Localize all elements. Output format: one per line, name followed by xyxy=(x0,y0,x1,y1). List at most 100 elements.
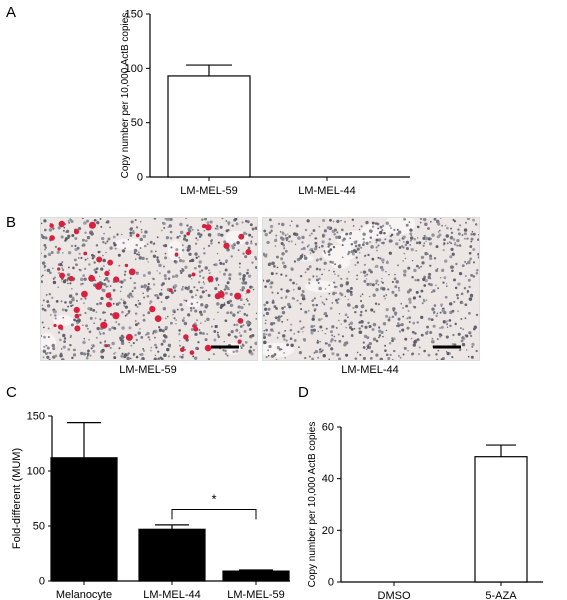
nucleus xyxy=(244,255,248,259)
nucleus xyxy=(78,268,81,271)
nucleus xyxy=(302,337,307,342)
nucleus xyxy=(42,356,45,359)
nucleus xyxy=(263,329,266,332)
nucleus xyxy=(387,288,390,291)
nucleus xyxy=(439,311,442,314)
nucleus xyxy=(204,338,208,342)
nucleus xyxy=(67,250,72,255)
nucleus xyxy=(272,354,276,357)
nucleus xyxy=(311,317,315,321)
nucleus xyxy=(137,331,141,335)
nucleus xyxy=(409,236,414,240)
nucleus xyxy=(343,319,347,323)
nucleus xyxy=(443,259,448,263)
nucleus xyxy=(345,353,349,357)
nucleus xyxy=(418,295,422,298)
nucleus xyxy=(84,267,87,271)
nucleus xyxy=(283,338,286,341)
nucleus xyxy=(173,355,176,358)
nucleus xyxy=(450,231,454,235)
nucleus xyxy=(48,228,53,232)
nucleus xyxy=(335,326,338,329)
nucleus xyxy=(236,311,240,314)
stained-cell xyxy=(124,263,129,268)
nucleus xyxy=(315,245,318,248)
nucleus xyxy=(173,284,178,288)
nucleus xyxy=(99,302,102,305)
nucleus xyxy=(302,291,305,294)
nucleus xyxy=(300,327,303,330)
bar-lm-mel-59 xyxy=(222,570,290,582)
nucleus xyxy=(450,227,453,230)
nucleus xyxy=(439,333,441,335)
nucleus xyxy=(391,358,394,360)
nucleus xyxy=(315,278,319,282)
nucleus xyxy=(223,240,227,244)
tissue-space xyxy=(118,238,146,251)
nucleus xyxy=(272,299,275,302)
nucleus xyxy=(407,309,410,313)
nucleus xyxy=(408,300,412,304)
micrograph-caption-left: LM-MEL-59 xyxy=(119,364,177,376)
nucleus xyxy=(249,223,253,227)
nucleus xyxy=(430,237,433,240)
nucleus xyxy=(290,323,293,326)
stained-cell xyxy=(83,251,88,256)
nucleus xyxy=(400,322,404,327)
nucleus xyxy=(97,250,101,254)
nucleus xyxy=(112,288,116,292)
nucleus xyxy=(198,329,201,331)
nucleus xyxy=(465,334,469,338)
nucleus xyxy=(229,303,234,308)
stained-cell xyxy=(105,292,112,299)
nucleus xyxy=(194,332,198,336)
nucleus xyxy=(349,321,354,326)
nucleus xyxy=(237,249,240,252)
nucleus xyxy=(62,316,65,319)
nucleus xyxy=(154,354,157,357)
nucleus xyxy=(349,293,353,296)
nucleus xyxy=(391,280,394,283)
nucleus xyxy=(150,288,152,290)
nucleus xyxy=(179,222,183,227)
nucleus xyxy=(437,349,440,352)
nucleus xyxy=(442,320,447,324)
nucleus xyxy=(418,339,420,341)
nucleus xyxy=(176,236,180,239)
nucleus xyxy=(446,226,449,230)
nucleus xyxy=(391,290,395,294)
nucleus xyxy=(166,218,170,221)
nucleus xyxy=(134,218,137,222)
nucleus xyxy=(89,316,93,320)
nucleus xyxy=(102,311,105,314)
nucleus xyxy=(84,298,87,300)
nucleus xyxy=(284,357,286,359)
nucleus xyxy=(41,261,46,265)
nucleus xyxy=(122,301,127,305)
nucleus xyxy=(416,278,420,282)
nucleus xyxy=(213,318,215,320)
nucleus xyxy=(381,281,384,284)
nucleus xyxy=(123,273,126,276)
nucleus xyxy=(402,307,404,309)
nucleus xyxy=(449,255,453,259)
nucleus xyxy=(265,333,268,336)
nucleus xyxy=(328,284,331,287)
stained-cell xyxy=(207,275,214,283)
nucleus xyxy=(437,222,441,226)
nucleus xyxy=(183,321,188,326)
nucleus xyxy=(96,326,100,331)
nucleus xyxy=(377,244,380,247)
nucleus xyxy=(392,337,396,341)
tissue-space xyxy=(321,245,357,262)
nucleus xyxy=(120,339,125,343)
nucleus xyxy=(200,303,204,307)
nucleus xyxy=(182,285,184,288)
nucleus xyxy=(350,243,354,246)
nucleus xyxy=(442,281,445,284)
nucleus xyxy=(362,346,366,349)
nucleus xyxy=(394,273,396,276)
nucleus xyxy=(222,272,227,276)
nucleus xyxy=(288,235,291,238)
